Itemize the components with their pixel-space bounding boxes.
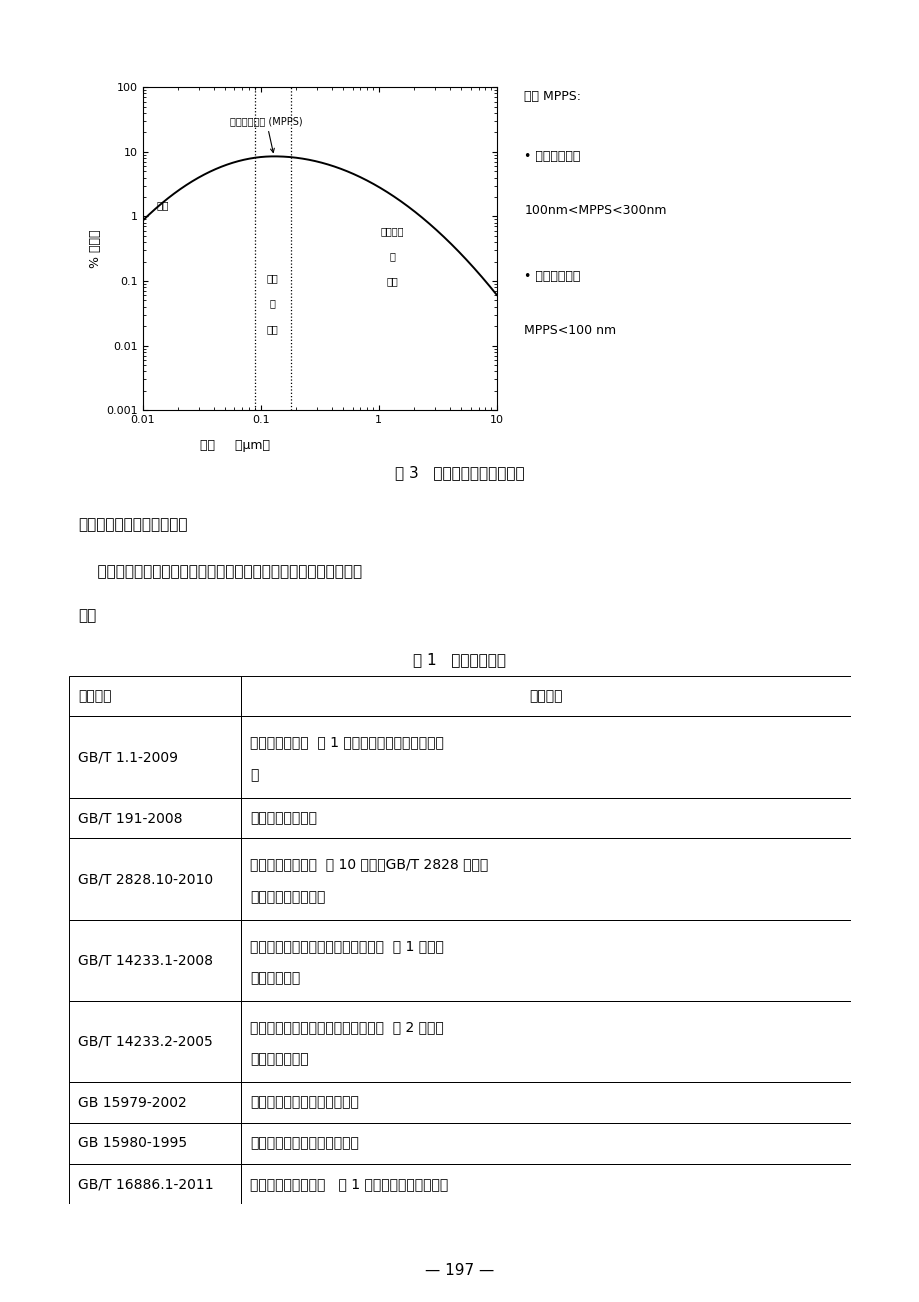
- Bar: [69, 1124, 241, 1164]
- Text: 惯性碰撞: 惯性碰撞: [380, 225, 403, 236]
- Text: 和: 和: [389, 251, 394, 262]
- Text: 和: 和: [269, 298, 275, 309]
- Text: GB/T 1.1-2009: GB/T 1.1-2009: [78, 750, 178, 764]
- Bar: [241, 919, 850, 1001]
- Text: 最易穿透粒径 (MPPS): 最易穿透粒径 (MPPS): [230, 116, 302, 152]
- Text: 一般 MPPS:: 一般 MPPS:: [524, 90, 581, 103]
- Bar: [241, 1001, 850, 1082]
- Text: • 机械性滤料：: • 机械性滤料：: [524, 150, 580, 163]
- Text: 图 3   滤料穿透率和粒径关系: 图 3 滤料穿透率和粒径关系: [395, 465, 524, 480]
- Text: 标准化工作导则  第 1 部分：标准的结构和起草规: 标准化工作导则 第 1 部分：标准的结构和起草规: [250, 736, 444, 750]
- Bar: [69, 919, 241, 1001]
- Text: 则: 则: [250, 768, 258, 783]
- Text: 医用输液、输血、注射器具检验方法  第 2 部分：: 医用输液、输血、注射器具检验方法 第 2 部分：: [250, 1019, 444, 1034]
- Bar: [69, 1001, 241, 1082]
- Text: 粒径     （μm）: 粒径 （μm）: [199, 439, 269, 452]
- Text: GB 15979-2002: GB 15979-2002: [78, 1096, 187, 1109]
- Text: GB/T 2828.10-2010: GB/T 2828.10-2010: [78, 872, 213, 887]
- Text: 一次性使用医疗用品卫生标准: 一次性使用医疗用品卫生标准: [250, 1137, 359, 1151]
- Text: 计数抽样检验程序  第 10 部分：GB/T 2828 计数抽: 计数抽样检验程序 第 10 部分：GB/T 2828 计数抽: [250, 858, 488, 871]
- Bar: [69, 798, 241, 838]
- Bar: [241, 1164, 850, 1204]
- Bar: [69, 716, 241, 798]
- Text: （四）产品适用的相关标准: （四）产品适用的相关标准: [78, 517, 187, 533]
- Y-axis label: % 穿透率: % 穿透率: [89, 229, 102, 268]
- Text: 标准编号: 标准编号: [78, 689, 112, 703]
- Text: 医疗器械生物学评价   第 1 部分：风险管理过程中: 医疗器械生物学评价 第 1 部分：风险管理过程中: [250, 1177, 448, 1191]
- Text: 医用输液、输血、注射器具检验方法  第 1 部分：: 医用输液、输血、注射器具检验方法 第 1 部分：: [250, 939, 444, 953]
- Text: GB/T 191-2008: GB/T 191-2008: [78, 811, 183, 825]
- Text: 样检验系列标准导则: 样检验系列标准导则: [250, 891, 325, 904]
- Text: • 静电性滤料：: • 静电性滤料：: [524, 270, 580, 283]
- Bar: [69, 676, 241, 716]
- Bar: [241, 1082, 850, 1124]
- Bar: [241, 716, 850, 798]
- Text: — 197 —: — 197 —: [425, 1263, 494, 1279]
- Text: 扩散: 扩散: [266, 273, 278, 284]
- Text: GB/T 14233.2-2005: GB/T 14233.2-2005: [78, 1035, 213, 1048]
- Text: 拦截: 拦截: [266, 324, 278, 335]
- Text: 包装贮运图示标志: 包装贮运图示标志: [250, 811, 317, 825]
- Text: 标准名称: 标准名称: [528, 689, 562, 703]
- Bar: [241, 1124, 850, 1164]
- Bar: [69, 838, 241, 919]
- Text: 拦截: 拦截: [386, 276, 398, 286]
- Text: 表 1   相关产品标准: 表 1 相关产品标准: [413, 652, 506, 668]
- Text: MPPS<100 nm: MPPS<100 nm: [524, 324, 616, 337]
- Bar: [69, 1082, 241, 1124]
- Text: 生物学试验方法: 生物学试验方法: [250, 1052, 309, 1066]
- Text: 100nm<MPPS<300nm: 100nm<MPPS<300nm: [524, 204, 666, 217]
- Text: GB 15980-1995: GB 15980-1995: [78, 1137, 187, 1151]
- Text: 医用口罩产品应根据自身特点适用以下标准，但不限于引用以下标: 医用口罩产品应根据自身特点适用以下标准，但不限于引用以下标: [78, 564, 362, 579]
- Text: 一次性使用卫生用品卫生标准: 一次性使用卫生用品卫生标准: [250, 1096, 359, 1109]
- Bar: [241, 838, 850, 919]
- Text: 准：: 准：: [78, 608, 96, 624]
- Text: 化学分析方法: 化学分析方法: [250, 971, 301, 986]
- Bar: [241, 798, 850, 838]
- Text: GB/T 16886.1-2011: GB/T 16886.1-2011: [78, 1177, 214, 1191]
- Bar: [69, 1164, 241, 1204]
- Text: 扩散: 扩散: [156, 201, 168, 210]
- Bar: [241, 676, 850, 716]
- Text: GB/T 14233.1-2008: GB/T 14233.1-2008: [78, 953, 213, 967]
